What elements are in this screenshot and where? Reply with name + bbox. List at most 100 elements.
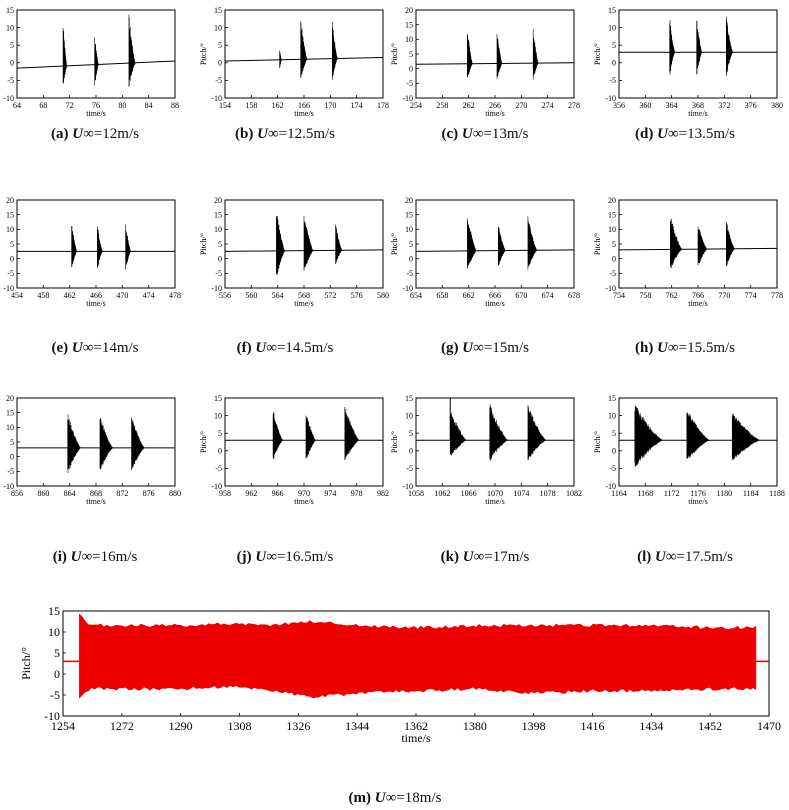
x-tick-label: 1308 (228, 719, 252, 733)
y-tick-label: 5 (409, 50, 413, 59)
x-tick-label: 1344 (345, 719, 369, 733)
oscillation-burst (449, 412, 467, 456)
x-tick-label: 376 (745, 101, 757, 110)
caption-speed: =15m/s (483, 340, 529, 356)
chart-d: 356 360 364 368 372 376 380 -10 -5 0 5 10 15 time/s Pi… (593, 6, 783, 118)
caption-tag: (h) (634, 340, 654, 356)
oscillation-burst (532, 28, 539, 80)
y-tick-label: 10 (48, 625, 60, 639)
oscillation-burst (67, 414, 81, 474)
y-tick-label: 5 (10, 41, 14, 50)
oscillation-burst (686, 412, 710, 459)
x-tick-label: 982 (377, 489, 389, 498)
x-tick-label: 770 (718, 291, 730, 300)
x-tick-label: 1290 (169, 719, 193, 733)
y-tick-label: 15 (6, 210, 14, 219)
caption-m: (m) U∞=18m/s (245, 790, 545, 807)
y-tick-label: 0 (409, 447, 413, 456)
caption-speed: =12m/s (93, 126, 139, 142)
x-tick-label: 360 (639, 101, 651, 110)
x-tick-label: 674 (542, 291, 554, 300)
chart-h: 754 758 762 766 770 774 778 -10 -5 0 5 10 15 20 time/s… (593, 196, 783, 308)
oscillation-burst (62, 28, 67, 84)
x-axis-label: time/s (86, 497, 106, 506)
x-tick-label: 580 (377, 291, 389, 300)
y-tick-label: 0 (612, 59, 616, 68)
x-tick-label: 1452 (698, 719, 722, 733)
y-axis-label: Pitch/° (593, 431, 602, 453)
velocity-symbol: U∞ (462, 549, 485, 565)
plot-frame (415, 199, 575, 289)
caption-tag: (c) (441, 126, 459, 142)
plot-frame (224, 397, 384, 487)
velocity-symbol: U∞ (657, 126, 679, 142)
oscillation-band (79, 613, 757, 699)
x-tick-label: 372 (718, 101, 730, 110)
x-tick-label: 666 (489, 291, 501, 300)
y-axis-label: Pitch/° (390, 431, 399, 453)
y-tick-label: 0 (10, 59, 14, 68)
velocity-symbol: U∞ (255, 340, 277, 356)
chart-m: 1254 1272 1290 1308 1326 1344 1362 1380 1398 1416… (19, 604, 781, 745)
x-tick-label: 266 (489, 101, 501, 110)
x-tick-label: 856 (11, 489, 23, 498)
y-tick-label: -10 (44, 709, 60, 723)
x-tick-label: 166 (298, 101, 310, 110)
x-tick-label: 466 (90, 291, 102, 300)
y-tick-label: 15 (405, 20, 413, 29)
caption-tag: (m) (348, 790, 372, 806)
y-tick-label: 0 (10, 452, 14, 461)
x-axis-label: time/s (294, 299, 314, 308)
x-tick-label: 64 (13, 101, 21, 110)
x-axis-label: time/s (688, 497, 708, 506)
y-tick-label: 20 (405, 196, 413, 205)
velocity-symbol: U∞ (257, 126, 279, 142)
y-tick-label: 10 (608, 225, 616, 234)
x-tick-label: 970 (298, 489, 310, 498)
x-axis-label: time/s (485, 109, 505, 118)
y-tick-label: 15 (608, 394, 616, 403)
y-tick-label: 5 (54, 646, 60, 660)
y-tick-label: 15 (405, 394, 413, 403)
y-tick-label: -5 (609, 76, 616, 85)
y-tick-label: -5 (215, 269, 222, 278)
chart-g: 654 658 662 666 670 674 678 -10 -5 0 5 10 15 20 time/s… (390, 196, 580, 308)
x-tick-label: 1272 (110, 719, 134, 733)
caption-tag: (f) (236, 340, 252, 356)
oscillation-burst (279, 50, 282, 69)
y-tick-label: 0 (409, 254, 413, 263)
y-tick-label: -5 (7, 467, 14, 476)
caption-h: (h) U∞=15.5m/s (590, 340, 780, 357)
x-tick-label: 76 (92, 101, 100, 110)
oscillation-burst (634, 405, 664, 467)
chart-e: 454 458 462 466 470 474 478 -10 -5 0 5 10 15 20 time/s… (3, 196, 181, 308)
x-tick-label: 474 (143, 291, 155, 300)
x-tick-label: 754 (613, 291, 625, 300)
oscillation-burst (344, 407, 360, 461)
x-tick-label: 564 (272, 291, 284, 300)
caption-speed: =15.5m/s (678, 340, 735, 356)
chart-l: 1164 1168 1172 1176 1180 1184 1188 -10 -5 0 5 10 15 t… (593, 394, 785, 506)
oscillation-burst (332, 21, 338, 80)
x-tick-label: 1066 (461, 489, 477, 498)
y-tick-label: -10 (605, 482, 616, 491)
oscillation-burst (276, 215, 285, 275)
oscillation-burst (128, 14, 136, 87)
y-tick-label: 5 (409, 429, 413, 438)
x-tick-label: 262 (463, 101, 475, 110)
x-tick-label: 1326 (286, 719, 310, 733)
oscillation-burst (71, 225, 77, 268)
x-tick-label: 84 (145, 101, 153, 110)
velocity-symbol: U∞ (657, 340, 679, 356)
x-axis-label: time/s (86, 109, 106, 118)
x-tick-label: 158 (245, 101, 257, 110)
oscillation-burst (496, 33, 503, 79)
y-tick-label: 10 (214, 23, 222, 32)
y-tick-label: 20 (405, 6, 413, 15)
x-axis-label: time/s (294, 497, 314, 506)
x-tick-label: 454 (11, 291, 23, 300)
x-tick-label: 478 (169, 291, 181, 300)
caption-g: (g) U∞=15m/s (390, 340, 580, 357)
y-tick-label: 15 (405, 210, 413, 219)
